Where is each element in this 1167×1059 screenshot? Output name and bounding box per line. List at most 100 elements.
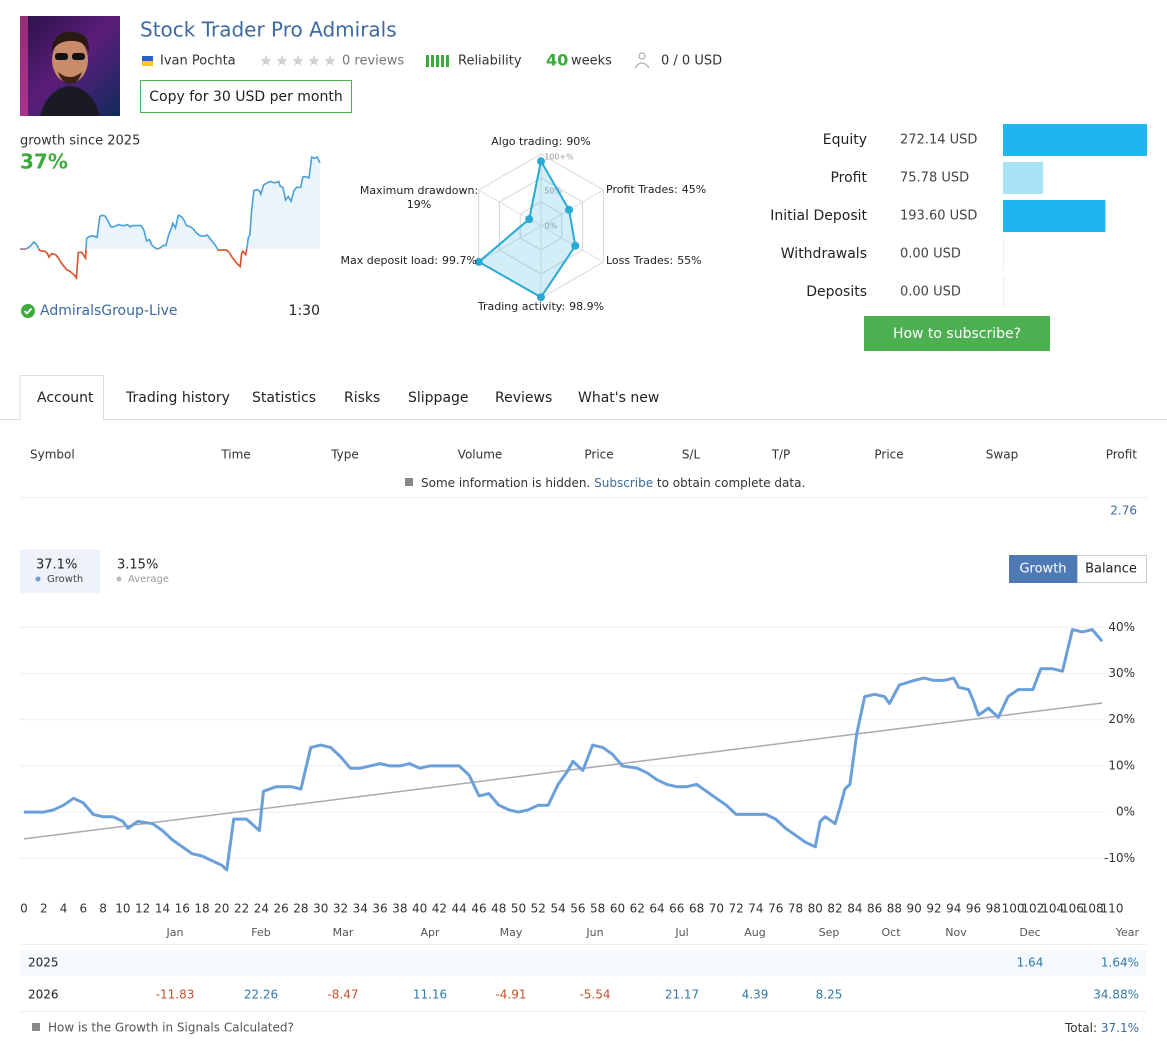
- month-value: -5.54: [579, 988, 610, 1002]
- radar-axis-value: 90%: [566, 135, 590, 148]
- stat-value: 0.00 USD: [900, 247, 961, 262]
- x-tick-label: 86: [867, 902, 882, 916]
- icon-part: [638, 52, 646, 60]
- star: [324, 55, 336, 66]
- avatar[interactable]: [20, 16, 120, 116]
- radar-axis-value: 19%: [407, 198, 431, 211]
- month-header: Feb: [251, 926, 270, 939]
- radar-axis-value: 45%: [682, 183, 706, 196]
- notice-text: to obtain complete data.: [657, 476, 805, 490]
- growth-button-label[interactable]: Growth: [1019, 562, 1066, 577]
- radar-point: [525, 215, 534, 224]
- radar-ring-label: 0%: [545, 222, 558, 231]
- x-tick-label: 78: [788, 902, 803, 916]
- legend-name[interactable]: Growth: [47, 574, 83, 585]
- tab[interactable]: Account: [37, 390, 94, 406]
- x-tick-label: 98: [986, 902, 1001, 916]
- help-link[interactable]: How is the Growth in Signals Calculated?: [48, 1021, 294, 1035]
- verified-check: [23, 307, 33, 315]
- column-header: S/L: [682, 448, 701, 462]
- footer-total: Total: 37.1%: [1064, 1021, 1139, 1035]
- column-header: Symbol: [30, 448, 75, 462]
- stat-value: 0.00 USD: [900, 285, 961, 300]
- tab[interactable]: What's new: [578, 390, 659, 406]
- x-tick-label: 6: [80, 902, 88, 916]
- sparkline-area: [20, 157, 320, 249]
- active-tab[interactable]: [19, 375, 104, 421]
- legend-value[interactable]: 37.1%: [36, 558, 77, 573]
- legend-name[interactable]: Average: [128, 574, 169, 585]
- growth-button[interactable]: [1009, 555, 1077, 583]
- column-header: Volume: [458, 448, 503, 462]
- balance-button[interactable]: [1077, 555, 1147, 583]
- reliability: Reliability: [458, 54, 522, 69]
- tab[interactable]: Reviews: [495, 390, 552, 406]
- avatar-glasses: [55, 53, 68, 60]
- radar-axis-value: 55%: [677, 254, 701, 267]
- tab[interactable]: Risks: [344, 390, 380, 406]
- avatar-beard: [58, 72, 82, 84]
- month-header: Nov: [945, 926, 967, 939]
- radar-axis-name: Profit Trades:: [606, 183, 678, 196]
- month-value: 4.39: [742, 988, 769, 1002]
- sparkline-negative: [20, 248, 248, 281]
- radar-point: [474, 257, 483, 266]
- y-tick-label: 30%: [1108, 666, 1135, 680]
- x-tick-label: 64: [649, 902, 664, 916]
- y-tick-label: -10%: [1104, 851, 1135, 865]
- y-tick-label: 10%: [1108, 758, 1135, 772]
- x-tick-label: 80: [808, 902, 823, 916]
- avatar-body: [40, 86, 100, 116]
- stat-label: Withdrawals: [781, 246, 867, 262]
- year-total: 1.64%: [1101, 956, 1139, 970]
- year-header: Year: [1115, 926, 1140, 939]
- month-header: Jul: [674, 926, 688, 939]
- tab[interactable]: Trading history: [125, 390, 230, 406]
- growth-line: [24, 628, 1104, 872]
- x-tick-label: 72: [729, 902, 744, 916]
- month-value: 1.64: [1017, 956, 1044, 970]
- x-tick-label: 88: [887, 902, 902, 916]
- x-tick-label: 56: [570, 902, 585, 916]
- subscribe-button[interactable]: [864, 316, 1050, 351]
- x-tick-label: 96: [966, 902, 981, 916]
- subscribe-button-label[interactable]: How to subscribe?: [893, 326, 1021, 342]
- reliability-bar: [441, 55, 444, 67]
- reviews[interactable]: 0 reviews: [342, 54, 404, 69]
- balance-button-label[interactable]: Balance: [1085, 562, 1137, 577]
- help-icon: [32, 1023, 40, 1031]
- x-tick-label: 18: [194, 902, 209, 916]
- notice-link[interactable]: Subscribe: [594, 476, 653, 490]
- radar-label: Max deposit load: 99.7%: [341, 254, 477, 267]
- stat-label: Deposits: [806, 284, 867, 300]
- reliability-bar: [426, 55, 429, 67]
- month-header: Dec: [1019, 926, 1040, 939]
- tab[interactable]: Slippage: [408, 390, 469, 406]
- sparkline: [20, 155, 321, 249]
- tab[interactable]: Statistics: [252, 390, 316, 406]
- flag: [142, 61, 153, 66]
- legend-value[interactable]: 3.15%: [117, 558, 158, 573]
- leverage: 1:30: [289, 303, 320, 319]
- radar-axis-value: 98.9%: [569, 300, 604, 313]
- copy-button[interactable]: [140, 80, 352, 113]
- subscribers-icon: [634, 52, 650, 69]
- growth-label: growth since 2025: [20, 134, 140, 149]
- hidden-notice: Some information is hidden. Subscribe to…: [421, 476, 805, 490]
- stat-bar: [1003, 200, 1106, 232]
- copy-button-label[interactable]: Copy for 30 USD per month: [149, 89, 342, 105]
- month-header: Jan: [166, 926, 184, 939]
- author[interactable]: Ivan Pochta: [160, 54, 236, 69]
- x-tick-label: 108: [1081, 902, 1104, 916]
- x-tick-label: 48: [491, 902, 506, 916]
- stat-label: Equity: [823, 132, 867, 148]
- stat-value: 272.14 USD: [900, 133, 977, 148]
- growth-legend-box[interactable]: [20, 549, 100, 593]
- signal-title[interactable]: Stock Trader Pro Admirals: [140, 18, 397, 42]
- month-value: 22.26: [244, 988, 278, 1002]
- legend-dot: [35, 576, 41, 582]
- month-value: 11.16: [413, 988, 447, 1002]
- broker[interactable]: AdmiralsGroup-Live: [40, 303, 178, 319]
- x-tick-label: 30: [313, 902, 328, 916]
